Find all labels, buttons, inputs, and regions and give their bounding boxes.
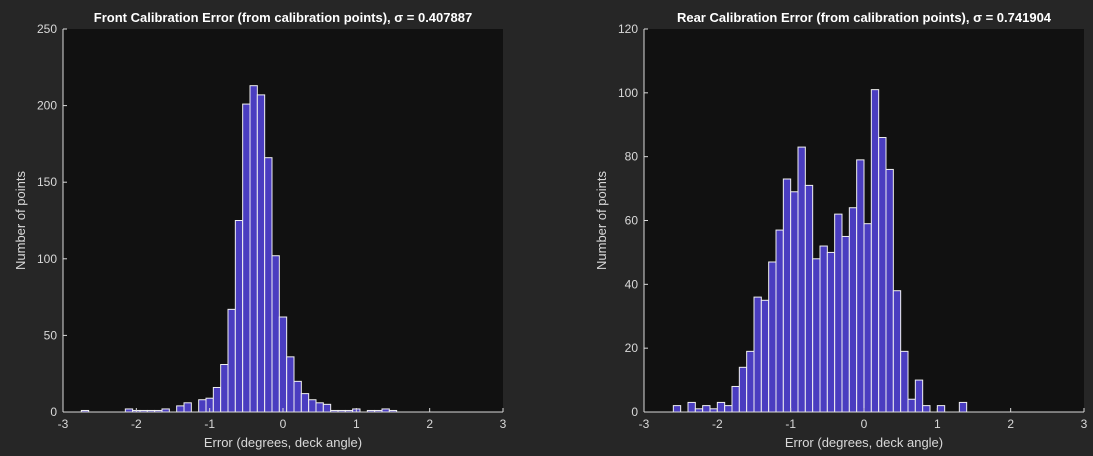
x-tick-label: 1 <box>353 417 360 431</box>
x-tick-label: -1 <box>785 417 796 431</box>
histogram-bar <box>885 168 894 413</box>
x-tick-label: 2 <box>1007 417 1014 431</box>
x-tick-label: 0 <box>280 417 287 431</box>
histogram-bar <box>702 405 711 413</box>
histogram-bar <box>922 405 931 413</box>
histogram-bar <box>753 296 762 413</box>
histogram-bar <box>716 401 726 413</box>
x-axis-label: Error (degrees, deck angle) <box>785 435 943 450</box>
y-tick-label: 150 <box>37 175 57 189</box>
x-tick-label: 3 <box>1081 417 1088 431</box>
histogram-bar <box>286 356 295 413</box>
histogram-bar <box>878 137 887 413</box>
histogram-bar <box>936 405 946 413</box>
histogram-panel-2: -3 -2 -1 0 1 2 3 0 20 40 60 80 100 120 Rear Calibratio… <box>594 10 1088 450</box>
histogram-bar <box>322 403 332 413</box>
histogram-bar <box>819 245 828 413</box>
y-tick-label: 20 <box>625 341 639 355</box>
histogram-bar <box>315 402 324 413</box>
x-tick-label: 3 <box>500 417 507 431</box>
histogram-bar <box>738 366 748 413</box>
y-tick-label: 60 <box>625 214 639 228</box>
x-tick-label: -2 <box>712 417 723 431</box>
histogram-bar <box>841 235 850 413</box>
histogram-bar <box>300 393 310 413</box>
x-tick-label: 0 <box>861 417 868 431</box>
x-tick-label: 2 <box>426 417 433 431</box>
histogram-bar <box>212 386 222 413</box>
histogram-bar <box>790 191 799 413</box>
histogram-bar <box>234 220 244 413</box>
y-axis-label: Number of points <box>594 171 609 270</box>
y-tick-label: 250 <box>37 22 57 36</box>
histogram-bar <box>826 251 836 413</box>
x-tick-label: 1 <box>934 417 941 431</box>
histogram-bar <box>687 401 696 413</box>
histogram-bar <box>760 299 770 413</box>
histogram-bar <box>183 402 192 413</box>
histogram-bar <box>271 255 280 413</box>
y-tick-label: 0 <box>631 405 638 419</box>
histogram-bar <box>797 146 806 413</box>
histogram-bar <box>249 85 258 413</box>
x-axis-label: Error (degrees, deck angle) <box>204 435 362 450</box>
histogram-bar <box>768 261 777 413</box>
chart-title: Front Calibration Error (from calibratio… <box>94 10 472 25</box>
histogram-bar <box>804 184 814 413</box>
x-tick-label: -3 <box>639 417 650 431</box>
x-tick-label: -2 <box>131 417 142 431</box>
histogram-bar <box>256 94 266 413</box>
y-tick-label: 120 <box>618 22 638 36</box>
histogram-bar <box>264 157 273 413</box>
histogram-bar <box>176 405 185 413</box>
histogram-bar <box>242 103 251 413</box>
histogram-bar <box>775 229 784 413</box>
histogram-bar <box>958 401 968 413</box>
histogram-bar <box>914 379 924 413</box>
histogram-bar <box>782 178 792 413</box>
histogram-bar <box>892 290 902 413</box>
y-tick-label: 50 <box>44 328 58 342</box>
histogram-bar <box>856 159 865 413</box>
y-tick-label: 0 <box>50 405 57 419</box>
histogram-bar <box>746 350 755 413</box>
histogram-bar <box>907 398 916 413</box>
histogram-bar <box>834 213 843 413</box>
histogram-bar <box>198 399 207 413</box>
y-tick-label: 40 <box>625 277 639 291</box>
histogram-panel-1: -3 -2 -1 0 1 2 3 0 50 100 150 200 250 Front Calibrati… <box>13 10 507 450</box>
histogram-bar <box>672 405 682 413</box>
chart-title: Rear Calibration Error (from calibration… <box>677 10 1052 25</box>
histogram-bar <box>308 399 317 413</box>
histogram-bar <box>724 405 733 413</box>
histogram-bar <box>293 380 302 413</box>
histogram-bar <box>278 316 288 413</box>
histogram-bar <box>812 258 821 413</box>
x-tick-label: -1 <box>204 417 215 431</box>
y-tick-label: 100 <box>618 86 638 100</box>
x-tick-label: -3 <box>58 417 69 431</box>
histogram-bar <box>220 364 229 413</box>
histogram-bar <box>900 350 909 413</box>
y-tick-label: 200 <box>37 99 57 113</box>
histogram-bar <box>227 308 236 413</box>
y-axis-label: Number of points <box>13 171 28 270</box>
histogram-bar <box>731 385 740 413</box>
y-tick-label: 100 <box>37 252 57 266</box>
y-tick-label: 80 <box>625 150 639 164</box>
histogram-bar <box>863 223 872 413</box>
histogram-bar <box>848 207 858 413</box>
histogram-bar <box>870 89 880 413</box>
